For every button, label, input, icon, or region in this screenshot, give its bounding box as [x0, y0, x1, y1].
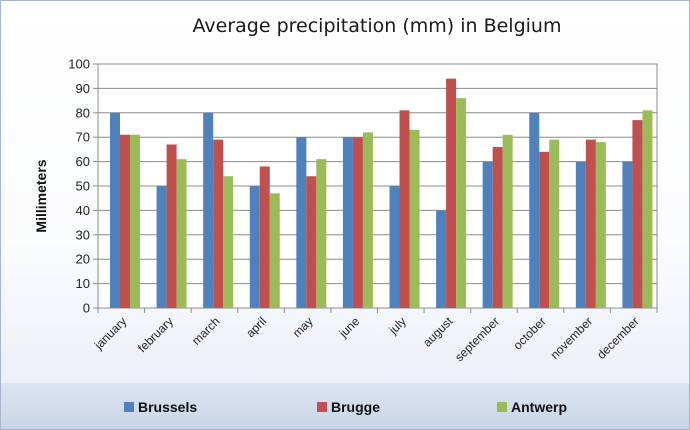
- y-tick-label: 80: [76, 105, 90, 120]
- bar-antwerp-august: [456, 98, 467, 308]
- y-tick-label: 40: [76, 203, 90, 218]
- legend-swatch-brugge: [317, 402, 327, 412]
- legend-label-brugge: Brugge: [331, 399, 380, 415]
- y-tick-label: 100: [68, 57, 90, 72]
- gridlines: [98, 87, 657, 285]
- y-tick-label: 70: [76, 130, 90, 145]
- bar-brugge-january: [120, 134, 130, 308]
- bar-brussels-may: [296, 137, 307, 308]
- bar-brugge-march: [213, 139, 224, 308]
- bar-brussels-june: [342, 137, 353, 308]
- y-tick-label: 20: [76, 252, 90, 267]
- bar-antwerp-july: [409, 129, 420, 308]
- bar-antwerp-september: [502, 134, 513, 308]
- bar-brussels-march: [203, 112, 214, 308]
- bar-brugge-may: [306, 176, 317, 308]
- bar-antwerp-june: [362, 132, 373, 308]
- bar-antwerp-april: [269, 193, 280, 308]
- bar-brugge-november: [585, 139, 596, 308]
- bar-brussels-november: [575, 161, 586, 308]
- legend: Brussels Brugge Antwerp: [124, 399, 567, 415]
- y-tick-label: 50: [76, 179, 90, 194]
- bar-brussels-september: [482, 161, 493, 308]
- legend-swatch-antwerp: [497, 402, 507, 412]
- legend-band: [1, 383, 689, 429]
- bar-antwerp-may: [316, 159, 327, 308]
- y-tick-label: 0: [83, 301, 90, 316]
- bar-antwerp-november: [595, 142, 606, 308]
- bar-brugge-july: [399, 110, 410, 308]
- chart-title: Average precipitation (mm) in Belgium: [193, 15, 562, 37]
- bar-brugge-april: [259, 166, 270, 308]
- bar-brussels-february: [156, 186, 167, 308]
- bar-antwerp-october: [549, 139, 560, 308]
- bars-group: [110, 78, 653, 309]
- bar-brugge-december: [632, 120, 643, 309]
- bar-brussels-august: [436, 210, 447, 308]
- bar-brugge-february: [166, 144, 177, 308]
- bar-antwerp-january: [130, 134, 140, 308]
- bar-antwerp-march: [223, 176, 234, 308]
- bar-brussels-july: [389, 186, 400, 308]
- legend-label-antwerp: Antwerp: [511, 399, 567, 415]
- legend-label-brussels: Brussels: [138, 399, 197, 415]
- bar-antwerp-december: [642, 110, 653, 308]
- bar-brugge-august: [446, 78, 457, 308]
- y-tick-label: 90: [76, 81, 90, 96]
- y-tick-label: 30: [76, 227, 90, 242]
- y-tick-label: 10: [76, 276, 90, 291]
- legend-swatch-brussels: [124, 402, 134, 412]
- bar-brussels-april: [249, 186, 260, 308]
- y-tick-label: 60: [76, 154, 90, 169]
- bar-antwerp-february: [176, 159, 187, 308]
- bar-brugge-october: [539, 151, 550, 308]
- y-axis-label: Millimeters: [33, 159, 49, 232]
- bar-brussels-december: [622, 161, 633, 308]
- bar-brugge-september: [492, 146, 503, 308]
- bar-brussels-october: [529, 112, 540, 308]
- bar-brugge-june: [352, 137, 363, 308]
- y-axis-ticks: 0 10 20 30 40 50 60 70 80 90 100: [68, 57, 98, 316]
- bar-brussels-january: [110, 112, 120, 308]
